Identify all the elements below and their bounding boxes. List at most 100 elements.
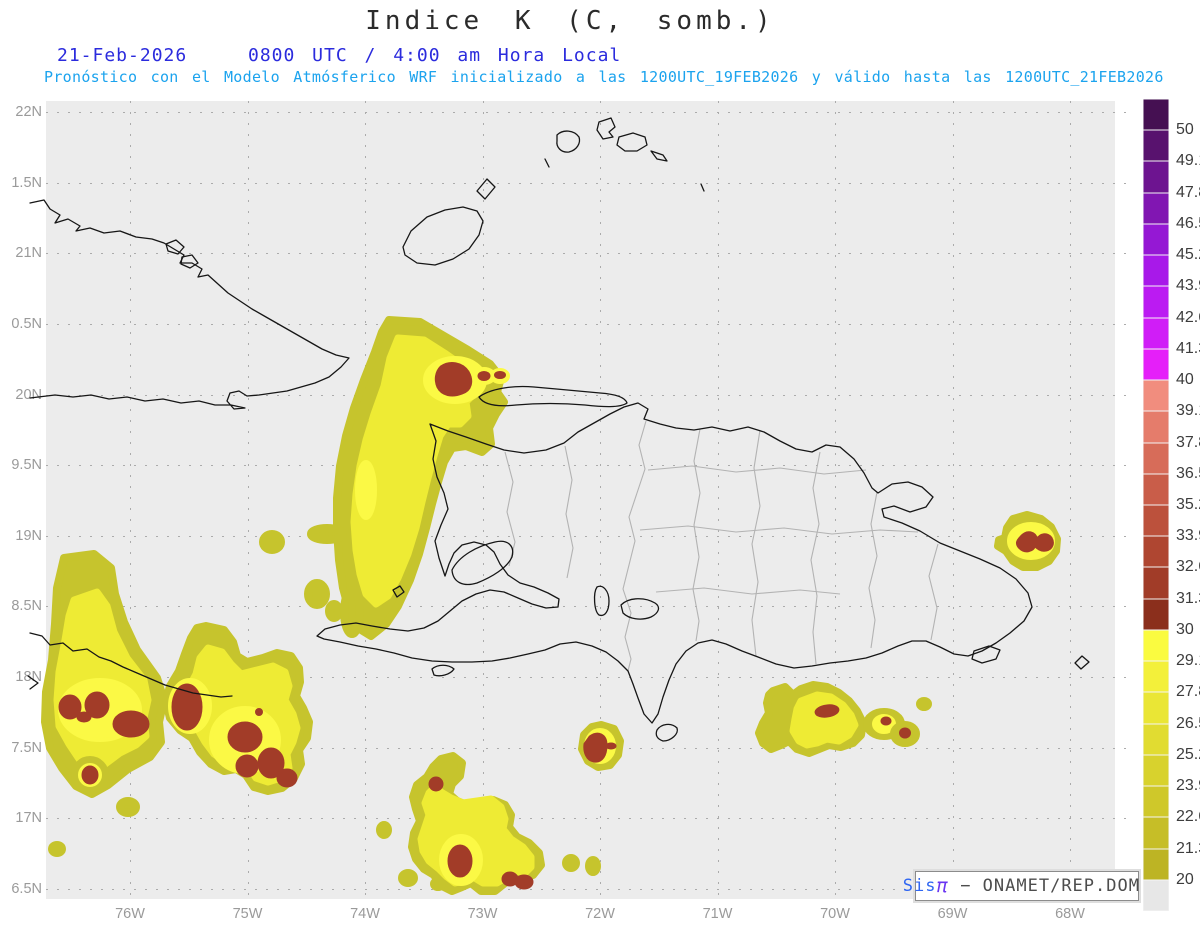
scale-tick-label: 39.1	[1176, 402, 1200, 420]
scale-tick-label: 36.5	[1176, 464, 1200, 482]
lat-tick-label: 0.5N	[11, 315, 42, 332]
lat-tick-label: 8.5N	[11, 598, 42, 615]
scale-segment	[1143, 848, 1169, 880]
scale-tick-label: 21.3	[1176, 839, 1200, 857]
scale-tick-label: 33.9	[1176, 527, 1200, 545]
model-subtitle: Pronóstico con el Modelo Atmósferico WRF…	[44, 68, 1164, 86]
lat-tick-label: 19N	[15, 527, 42, 544]
scale-segment	[1143, 442, 1169, 474]
scale-segment	[1143, 473, 1169, 505]
scale-tick-label: 32.6	[1176, 558, 1200, 576]
lat-gridline	[46, 394, 1135, 396]
lat-gridline	[46, 818, 1135, 820]
lon-tick-label: 75W	[232, 906, 263, 922]
lon-gridline	[365, 101, 366, 899]
scale-segment	[1143, 629, 1169, 662]
scale-segment	[1143, 754, 1169, 787]
scale-tick-label: 37.8	[1176, 433, 1200, 451]
scale-segment	[1143, 536, 1169, 568]
lon-gridline	[130, 101, 131, 899]
lat-gridline	[46, 253, 1135, 255]
scale-segment	[1143, 661, 1169, 693]
lon-tick-label: 76W	[115, 906, 145, 922]
lon-tick-label: 70W	[820, 906, 850, 922]
scale-tick-label: 40	[1176, 371, 1194, 389]
scale-tick-label: 31.3	[1176, 589, 1200, 607]
scale-tick-label: 41.3	[1176, 339, 1200, 357]
scale-segment	[1143, 130, 1169, 162]
lat-tick-label: 9.5N	[11, 457, 42, 474]
page-title: Indice K (C, somb.)	[365, 6, 775, 36]
lon-tick-label: 71W	[702, 906, 733, 922]
lat-tick-label: 1.5N	[11, 174, 42, 191]
lat-gridline	[46, 677, 1135, 679]
lat-tick-label: 20N	[15, 386, 42, 403]
lon-gridline	[952, 101, 954, 899]
scale-tick-label: 46.5	[1176, 214, 1200, 232]
scale-segment	[1143, 411, 1169, 443]
forecast-time: 0800 UTC / 4:00 am Hora Local	[248, 45, 622, 66]
scale-segment	[1143, 879, 1169, 911]
lon-gridline	[717, 101, 719, 899]
forecast-date: 21-Feb-2026	[57, 45, 188, 66]
lat-tick-label: 6.5N	[11, 881, 42, 898]
logo-sis-text: Sis	[902, 876, 937, 896]
scale-segment	[1143, 161, 1169, 193]
lat-gridline	[46, 889, 1135, 891]
lat-gridline	[46, 323, 1135, 325]
scale-tick-label: 43.9	[1176, 277, 1200, 295]
lat-tick-label: 18N	[15, 669, 42, 686]
lat-gridline	[46, 465, 1135, 467]
scale-segment	[1143, 286, 1169, 318]
logo-pi-symbol: π	[936, 875, 949, 897]
map-plot-area	[46, 101, 1115, 899]
scale-segment	[1143, 786, 1169, 818]
scale-tick-label: 49.1	[1176, 152, 1200, 170]
scale-tick-label: 50	[1176, 121, 1194, 139]
lat-gridline	[46, 747, 1135, 749]
scale-tick-label: 26.5	[1176, 714, 1200, 732]
lat-gridline	[46, 606, 1135, 608]
lon-tick-label: 68W	[1055, 906, 1085, 922]
scale-tick-label: 47.8	[1176, 183, 1200, 201]
lat-tick-label: 21N	[15, 245, 42, 262]
lon-tick-label: 69W	[937, 906, 968, 922]
scale-tick-label: 23.9	[1176, 777, 1200, 795]
lat-tick-label: 22N	[15, 104, 42, 120]
lon-tick-label: 72W	[585, 906, 615, 922]
scale-segment	[1143, 598, 1169, 630]
scale-tick-label: 35.2	[1176, 495, 1200, 513]
scale-tick-label: 22.6	[1176, 808, 1200, 826]
scale-segment	[1143, 504, 1169, 537]
scale-segment	[1143, 380, 1169, 412]
scale-tick-label: 42.6	[1176, 308, 1200, 326]
lon-gridline	[247, 101, 249, 899]
scale-segment	[1143, 192, 1169, 224]
lat-tick-label: 17N	[15, 810, 42, 827]
scale-segment	[1143, 348, 1169, 381]
lon-gridline	[1070, 101, 1071, 899]
scale-tick-label: 30	[1176, 620, 1194, 638]
datetime-line: 21-Feb-2026 0800 UTC / 4:00 am Hora Loca…	[0, 45, 1200, 67]
scale-segment	[1143, 692, 1169, 724]
lat-gridline	[46, 112, 1135, 113]
lat-tick-label: 7.5N	[11, 739, 42, 756]
scale-tick-label: 27.8	[1176, 683, 1200, 701]
scale-segment	[1143, 723, 1169, 755]
scale-segment	[1143, 317, 1169, 349]
lat-gridline	[46, 182, 1135, 184]
scale-segment	[1143, 817, 1169, 849]
scale-segment	[1143, 567, 1169, 599]
scale-tick-label: 20	[1176, 870, 1194, 888]
onamet-logo-box: Sis π − ONAMET/REP.DOM.	[903, 869, 1150, 903]
lat-gridline	[46, 535, 1135, 537]
lon-gridline	[835, 101, 836, 899]
lon-gridline	[600, 101, 601, 899]
scale-segment	[1143, 99, 1169, 131]
scale-tick-label: 29.1	[1176, 652, 1200, 670]
lon-gridline	[482, 101, 484, 899]
logo-onamet-text: − ONAMET/REP.DOM.	[948, 876, 1152, 896]
scale-tick-label: 25.2	[1176, 745, 1200, 763]
scale-segment	[1143, 223, 1169, 256]
